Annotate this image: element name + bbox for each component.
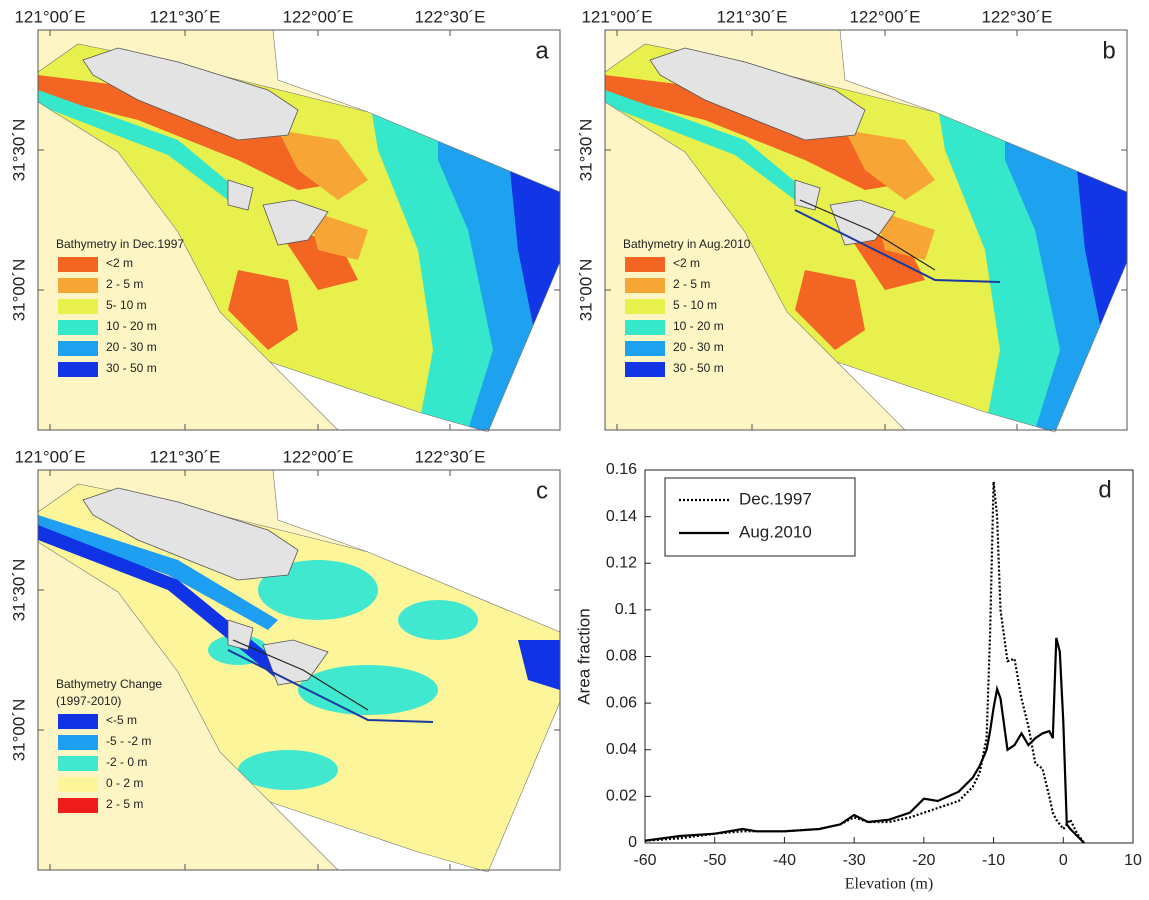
- panel-letter: d: [1098, 476, 1111, 503]
- map-panel: c 121°00´E 121°30´E 122°00´E 122°30´E 31°30´N…: [9, 447, 560, 872]
- lon-label: 122°30´E: [414, 7, 485, 26]
- legend-label: 10 - 20 m: [106, 319, 157, 333]
- legend-label: <-5 m: [106, 713, 137, 727]
- lon-label: 122°30´E: [414, 447, 485, 466]
- lon-label: 122°30´E: [981, 7, 1052, 26]
- lon-label: 121°00´E: [14, 7, 85, 26]
- y-tick-label: 0.04: [606, 741, 637, 758]
- legend-swatch: [625, 362, 665, 377]
- lon-label: 121°30´E: [149, 447, 220, 466]
- map-panel: a 121°00´E 121°30´E 122°00´E 122°30´E 31°30´N…: [9, 7, 560, 432]
- y-tick-label: 0.06: [606, 694, 637, 711]
- legend-swatch: [58, 257, 98, 272]
- lat-label: 31°30´N: [9, 559, 28, 622]
- y-tick-label: 0.1: [615, 601, 637, 618]
- change-patch: [238, 750, 338, 790]
- legend-swatch: [58, 735, 98, 750]
- legend-label: Aug.2010: [739, 522, 812, 541]
- legend-title: Bathymetry in Aug.2010: [623, 237, 751, 251]
- legend-swatch: [625, 320, 665, 335]
- y-tick-label: 0.08: [606, 648, 637, 665]
- legend-label: 10 - 20 m: [673, 319, 724, 333]
- legend-swatch: [625, 278, 665, 293]
- lon-label: 122°00´E: [849, 7, 920, 26]
- legend-swatch: [625, 341, 665, 356]
- legend-title: (1997-2010): [56, 694, 121, 708]
- legend-label: <2 m: [106, 256, 133, 270]
- legend-swatch: [58, 777, 98, 792]
- legend-label: 2 - 5 m: [106, 797, 143, 811]
- lat-label: 31°00´N: [576, 259, 595, 322]
- legend-label: 0 - 2 m: [106, 776, 143, 790]
- lon-label: 122°00´E: [282, 447, 353, 466]
- legend-label: 30 - 50 m: [106, 361, 157, 375]
- legend-swatch: [625, 257, 665, 272]
- legend-swatch: [58, 278, 98, 293]
- x-tick-label: -20: [912, 852, 935, 869]
- legend-title: Bathymetry Change: [56, 677, 162, 691]
- y-tick-label: 0.12: [606, 554, 637, 571]
- legend-label: -5 - -2 m: [106, 734, 151, 748]
- legend-label: 2 - 5 m: [673, 277, 710, 291]
- y-tick-label: 0.02: [606, 788, 637, 805]
- y-axis-label: Area fraction: [574, 608, 593, 704]
- figure: a 121°00´E 121°30´E 122°00´E 122°30´E 31°30´N…: [0, 0, 1149, 900]
- x-tick-label: -60: [633, 852, 656, 869]
- legend-swatch: [58, 756, 98, 771]
- panel-letter: a: [535, 37, 549, 64]
- lat-label: 31°00´N: [9, 259, 28, 322]
- x-tick-label: -40: [773, 852, 796, 869]
- legend-swatch: [58, 299, 98, 314]
- legend-label: 2 - 5 m: [106, 277, 143, 291]
- legend-title: Bathymetry in Dec.1997: [56, 237, 184, 251]
- legend-label: 20 - 30 m: [673, 340, 724, 354]
- legend-label: 30 - 50 m: [673, 361, 724, 375]
- lon-label: 121°00´E: [14, 447, 85, 466]
- legend-swatch: [58, 714, 98, 729]
- legend-label: 5 - 10 m: [673, 298, 717, 312]
- lon-label: 121°00´E: [581, 7, 652, 26]
- y-tick-label: 0.14: [606, 508, 637, 525]
- legend-label: <2 m: [673, 256, 700, 270]
- lon-label: 121°30´E: [149, 7, 220, 26]
- legend-swatch: [58, 341, 98, 356]
- legend-label: Dec.1997: [739, 489, 812, 508]
- x-tick-label: 10: [1124, 852, 1142, 869]
- x-tick-label: -50: [703, 852, 726, 869]
- panel-letter: b: [1102, 37, 1115, 64]
- x-axis-label: Elevation (m): [845, 876, 933, 893]
- panel-letter: c: [536, 477, 548, 504]
- lat-label: 31°30´N: [9, 119, 28, 182]
- change-patch: [398, 600, 478, 640]
- legend-label: 20 - 30 m: [106, 340, 157, 354]
- x-tick-label: 0: [1059, 852, 1068, 869]
- legend-swatch: [58, 320, 98, 335]
- legend-swatch: [625, 299, 665, 314]
- x-tick-label: -10: [982, 852, 1005, 869]
- lat-label: 31°00´N: [9, 699, 28, 762]
- change-patch: [298, 665, 438, 715]
- legend-label: -2 - 0 m: [106, 755, 147, 769]
- y-tick-label: 0.16: [606, 461, 637, 478]
- y-tick-label: 0: [628, 834, 637, 851]
- lon-label: 122°00´E: [282, 7, 353, 26]
- legend-swatch: [58, 362, 98, 377]
- x-tick-label: -30: [843, 852, 866, 869]
- map-panel: b 121°00´E 121°30´E 122°00´E 122°30´E 31°30´N…: [576, 7, 1127, 432]
- legend-label: 5- 10 m: [106, 298, 147, 312]
- lat-label: 31°30´N: [576, 119, 595, 182]
- legend-swatch: [58, 798, 98, 813]
- lon-label: 121°30´E: [716, 7, 787, 26]
